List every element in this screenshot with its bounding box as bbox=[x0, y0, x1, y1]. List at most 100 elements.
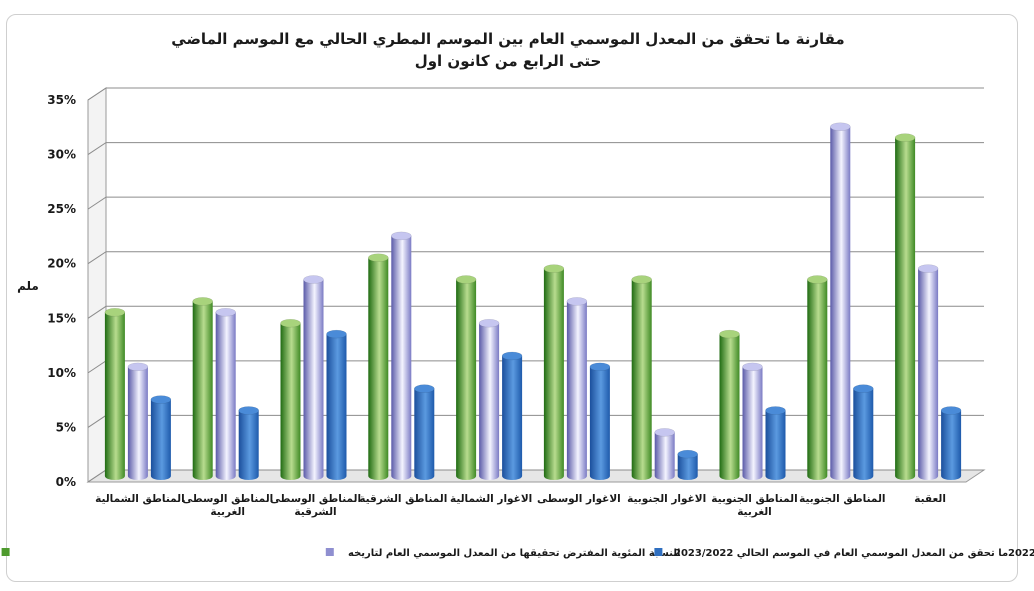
legend-swatch bbox=[654, 548, 663, 556]
bar-body bbox=[502, 355, 523, 480]
bars bbox=[104, 122, 962, 480]
bar-body bbox=[654, 432, 675, 480]
bar-cap bbox=[150, 395, 172, 404]
bar-body bbox=[589, 366, 610, 480]
bar bbox=[280, 318, 301, 480]
bar bbox=[677, 449, 698, 480]
legend-label: النسبة المئوية المفترض تحقيقها من المعدل… bbox=[348, 548, 680, 559]
bar-body bbox=[631, 279, 652, 480]
x-tick-label: الاغوار الشمالية bbox=[450, 493, 532, 505]
bar bbox=[719, 329, 740, 480]
bar bbox=[455, 275, 477, 480]
grid-line bbox=[87, 87, 984, 101]
bar-cap bbox=[543, 264, 565, 273]
bar bbox=[853, 384, 874, 480]
bar bbox=[150, 395, 172, 480]
bar-body bbox=[830, 126, 851, 480]
bar bbox=[303, 275, 324, 480]
legend-item: ما تحقق من المعدل الموسمي العام في الموس… bbox=[325, 548, 1008, 559]
legend-item: ما تحقق من المعدل الموسمي العام في الموس… bbox=[654, 548, 1034, 559]
bar-cap bbox=[478, 318, 500, 328]
bar-cap bbox=[127, 362, 149, 372]
bar bbox=[501, 351, 523, 480]
bar-cap bbox=[280, 318, 301, 328]
bar bbox=[391, 231, 412, 480]
bar-cap bbox=[589, 362, 611, 372]
y-tick-label: 35% bbox=[47, 93, 76, 107]
bar-cap bbox=[765, 406, 786, 415]
bar-body bbox=[238, 410, 259, 480]
bar-cap bbox=[719, 329, 740, 339]
x-tick-label: المناطق الشمالية bbox=[95, 493, 185, 505]
bar bbox=[192, 297, 213, 480]
bar-body bbox=[127, 366, 148, 480]
bar bbox=[478, 318, 500, 480]
bar bbox=[543, 264, 565, 480]
bar-cap bbox=[104, 308, 126, 317]
bar bbox=[631, 275, 652, 480]
bar-cap bbox=[807, 275, 828, 284]
legend-swatch bbox=[1, 548, 10, 556]
chart-title-line-1: مقارنة ما تحقق من المعدل الموسمي العام ب… bbox=[171, 30, 844, 49]
bar bbox=[566, 297, 588, 480]
bar bbox=[765, 406, 786, 480]
bar-body bbox=[677, 454, 698, 480]
grid-line bbox=[87, 251, 984, 265]
bar bbox=[215, 308, 236, 480]
legend-label: ما تحقق من المعدل الموسمي العام في الموس… bbox=[1008, 548, 1034, 559]
legend-label: ما تحقق من المعدل الموسمي العام في الموس… bbox=[674, 548, 1008, 559]
bar-cap bbox=[215, 308, 236, 317]
side-wall bbox=[87, 87, 107, 483]
bar-body bbox=[280, 323, 301, 480]
grid-line bbox=[87, 142, 984, 155]
legend-swatch bbox=[325, 548, 334, 556]
bar-body bbox=[414, 388, 435, 480]
bar-body bbox=[303, 279, 324, 480]
bar-body bbox=[215, 312, 236, 480]
bar bbox=[238, 406, 259, 480]
bar bbox=[894, 133, 916, 480]
bar-cap bbox=[501, 351, 523, 361]
bar bbox=[589, 362, 611, 480]
bar-body bbox=[765, 410, 786, 480]
x-tick-label: المناطق الجنوبية bbox=[799, 493, 885, 505]
y-tick-label: 30% bbox=[47, 148, 76, 162]
bar-body bbox=[192, 301, 213, 480]
bar-cap bbox=[391, 231, 412, 241]
bar-body bbox=[326, 334, 347, 480]
bar-cap bbox=[414, 384, 435, 393]
bar-body bbox=[104, 312, 125, 480]
bar bbox=[742, 362, 763, 480]
y-tick-label: 10% bbox=[47, 366, 76, 380]
bar bbox=[917, 264, 939, 480]
bar-cap bbox=[917, 264, 939, 273]
legend: النسبة المئوية المفترض تحقيقها من المعدل… bbox=[1, 548, 1034, 559]
chart-title-line-2: حتى الرابع من كانون اول bbox=[415, 52, 602, 70]
bar bbox=[104, 308, 126, 480]
bar-body bbox=[391, 235, 412, 480]
bar-cap bbox=[742, 362, 763, 372]
bar bbox=[368, 253, 389, 480]
bar-cap bbox=[654, 428, 675, 437]
x-tick-label: الاغوار الوسطى bbox=[537, 493, 621, 505]
bar-body bbox=[918, 268, 939, 480]
bar-body bbox=[456, 279, 477, 480]
grid-line bbox=[87, 305, 984, 319]
bar bbox=[830, 122, 851, 480]
x-tick-label: المناطق الوسطى الغربية bbox=[182, 493, 273, 518]
bar bbox=[414, 384, 435, 480]
bar bbox=[654, 428, 675, 480]
bar-body bbox=[853, 388, 874, 480]
bar-cap bbox=[940, 406, 962, 415]
chart-title: مقارنة ما تحقق من المعدل الموسمي العام ب… bbox=[171, 30, 844, 70]
legend-item: النسبة المئوية المفترض تحقيقها من المعدل… bbox=[1, 548, 680, 559]
bar-cap bbox=[677, 449, 698, 459]
bar-body bbox=[566, 301, 587, 480]
bar-cap bbox=[303, 275, 324, 284]
bar-body bbox=[479, 323, 500, 480]
bar-cap bbox=[566, 297, 588, 306]
y-axis-ticks: 0% 5% 10% 15% 20% 25% 30% 35% bbox=[47, 93, 76, 489]
bar bbox=[127, 362, 149, 480]
